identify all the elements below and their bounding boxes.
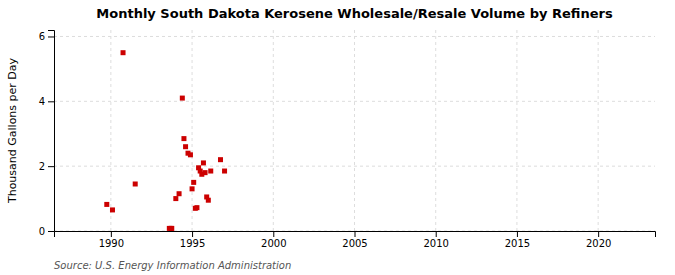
tick-mark [517, 231, 518, 237]
tick: 2000 [261, 231, 286, 249]
tick: 1990 [99, 231, 124, 249]
grid-line [54, 101, 655, 102]
axis-line [48, 31, 55, 232]
point [206, 198, 211, 203]
grid-line [192, 30, 193, 231]
points [104, 50, 227, 231]
tick-label: 4 [39, 96, 45, 107]
tick: 2010 [423, 231, 448, 249]
tick-label: 2000 [261, 238, 286, 249]
tick-mark [48, 101, 54, 102]
grid-line [110, 30, 111, 231]
point [169, 226, 174, 231]
grid-line [54, 166, 655, 167]
point [168, 226, 173, 231]
grid-line [435, 30, 436, 231]
tick-label: 6 [39, 31, 45, 42]
point [194, 205, 199, 210]
title: Monthly South Dakota Kerosene Wholesale/… [96, 6, 613, 21]
tick: 1995 [180, 231, 205, 249]
point [110, 207, 115, 212]
tick-label: 2010 [423, 238, 448, 249]
tick-label: 2 [39, 161, 45, 172]
tick-mark [192, 231, 193, 237]
grid-line [54, 36, 655, 37]
tick-mark [355, 231, 356, 237]
point [203, 170, 208, 175]
tick: 2005 [342, 231, 367, 249]
point [121, 50, 126, 55]
grid-line [273, 30, 274, 231]
point [208, 169, 213, 174]
tick-label: 0 [39, 226, 45, 237]
grid-line [598, 30, 599, 231]
source: Source: U.S. Energy Information Administ… [54, 260, 291, 271]
tick-mark [48, 36, 54, 37]
tick: 6 [39, 31, 54, 42]
point [188, 152, 193, 157]
y-axis-title: Thousand Gallons per Day [6, 57, 19, 204]
point [180, 96, 185, 101]
axis-line [55, 232, 656, 238]
tick: 0 [39, 226, 54, 237]
point [190, 186, 195, 191]
tick-label: 2015 [505, 238, 530, 249]
point [191, 180, 196, 185]
tick: 2015 [505, 231, 530, 249]
tick-label: 1990 [99, 238, 124, 249]
x-axis: 1990 1995 2000 2005 2010 2015 2020 [55, 231, 656, 249]
point [183, 144, 188, 149]
point [173, 196, 178, 201]
tick-mark [111, 231, 112, 237]
tick-mark [436, 231, 437, 237]
tick-mark [273, 231, 274, 237]
chart: 1990 1995 2000 2005 2010 2015 2020 0 2 4 6 Monthly … [0, 0, 675, 275]
tick: 2020 [586, 231, 611, 249]
y-axis: 0 2 4 6 [39, 31, 55, 237]
tick: 4 [39, 96, 54, 107]
point [222, 169, 227, 174]
tick-label: 1995 [180, 238, 205, 249]
grid-line [354, 30, 355, 231]
point [218, 157, 223, 162]
point [201, 160, 206, 165]
tick-mark [48, 231, 54, 232]
point [177, 191, 182, 196]
tick-mark [48, 166, 54, 167]
point [104, 202, 109, 207]
tick-mark [598, 231, 599, 237]
grid [54, 30, 655, 231]
tick-label: 2020 [586, 238, 611, 249]
tick: 2 [39, 161, 54, 172]
point [133, 181, 138, 186]
tick-label: 2005 [342, 238, 367, 249]
point [181, 136, 186, 141]
grid-line [516, 30, 517, 231]
